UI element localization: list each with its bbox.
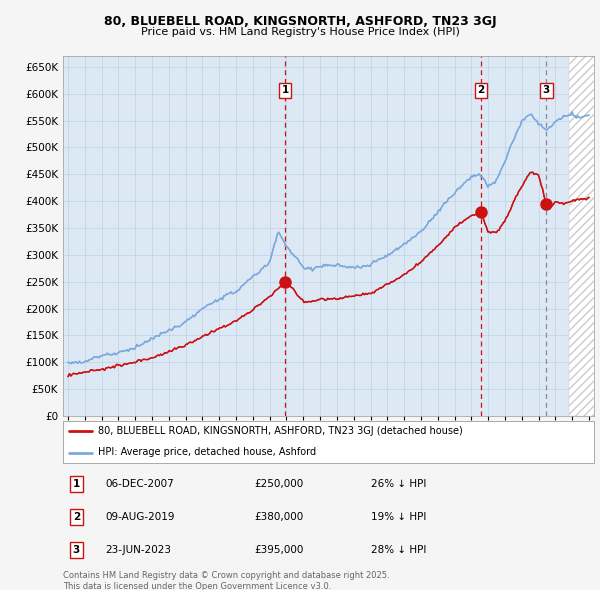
Text: Contains HM Land Registry data © Crown copyright and database right 2025.
This d: Contains HM Land Registry data © Crown c… bbox=[63, 571, 389, 590]
Text: 23-JUN-2023: 23-JUN-2023 bbox=[106, 545, 172, 555]
Bar bbox=[285, 56, 598, 416]
Text: 2: 2 bbox=[73, 512, 80, 522]
Text: £380,000: £380,000 bbox=[254, 512, 304, 522]
Text: 1: 1 bbox=[281, 85, 289, 95]
Text: £250,000: £250,000 bbox=[254, 479, 304, 489]
Text: 26% ↓ HPI: 26% ↓ HPI bbox=[371, 479, 427, 489]
Text: Price paid vs. HM Land Registry's House Price Index (HPI): Price paid vs. HM Land Registry's House … bbox=[140, 27, 460, 37]
Text: 06-DEC-2007: 06-DEC-2007 bbox=[106, 479, 174, 489]
Text: 80, BLUEBELL ROAD, KINGSNORTH, ASHFORD, TN23 3GJ: 80, BLUEBELL ROAD, KINGSNORTH, ASHFORD, … bbox=[104, 15, 496, 28]
Text: 3: 3 bbox=[73, 545, 80, 555]
Text: 1: 1 bbox=[73, 479, 80, 489]
Text: £395,000: £395,000 bbox=[254, 545, 304, 555]
Text: 3: 3 bbox=[542, 85, 550, 95]
Text: 09-AUG-2019: 09-AUG-2019 bbox=[106, 512, 175, 522]
Text: 2: 2 bbox=[478, 85, 485, 95]
Text: 19% ↓ HPI: 19% ↓ HPI bbox=[371, 512, 427, 522]
Text: 80, BLUEBELL ROAD, KINGSNORTH, ASHFORD, TN23 3GJ (detached house): 80, BLUEBELL ROAD, KINGSNORTH, ASHFORD, … bbox=[98, 426, 462, 436]
Text: HPI: Average price, detached house, Ashford: HPI: Average price, detached house, Ashf… bbox=[98, 447, 316, 457]
Text: 28% ↓ HPI: 28% ↓ HPI bbox=[371, 545, 427, 555]
